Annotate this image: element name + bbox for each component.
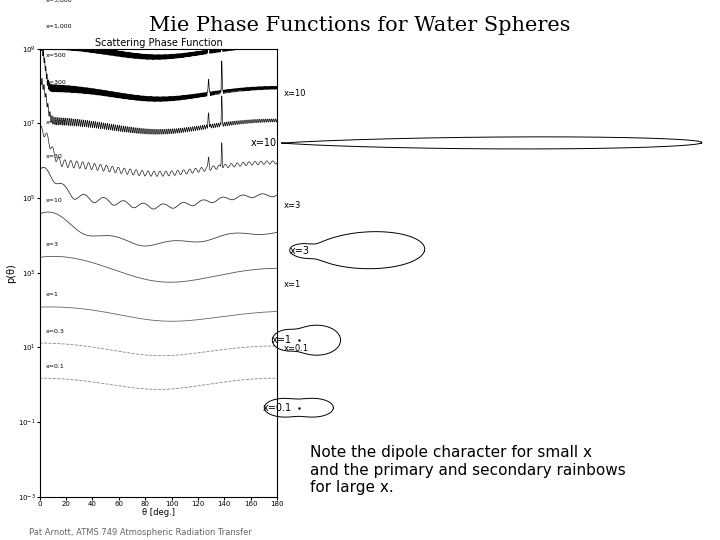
Text: x=3: x=3	[45, 242, 58, 247]
Text: Mie Phase Functions for Water Spheres: Mie Phase Functions for Water Spheres	[149, 16, 571, 35]
Text: x=100: x=100	[45, 120, 66, 125]
Text: x=30: x=30	[45, 153, 63, 159]
Text: x=10: x=10	[284, 89, 306, 98]
Text: Note the dipole character for small x
and the primary and secondary rainbows
for: Note the dipole character for small x an…	[310, 446, 626, 495]
Text: x=10: x=10	[251, 138, 277, 148]
Text: x=1: x=1	[284, 280, 301, 289]
X-axis label: θ [deg.]: θ [deg.]	[142, 508, 175, 517]
Text: x=0.1: x=0.1	[284, 343, 309, 353]
Text: x=3: x=3	[284, 201, 301, 210]
Text: x=300: x=300	[45, 80, 66, 85]
Text: x=0.3: x=0.3	[45, 328, 64, 334]
Text: x=0.1: x=0.1	[45, 363, 64, 369]
Text: x=0.1: x=0.1	[263, 403, 292, 413]
Text: x=1: x=1	[271, 335, 292, 345]
Y-axis label: p(θ): p(θ)	[6, 263, 17, 282]
Text: x=3,000: x=3,000	[45, 0, 72, 3]
Text: x=500: x=500	[45, 53, 66, 58]
Text: x=3: x=3	[289, 246, 310, 256]
Text: x=1: x=1	[45, 293, 58, 298]
Title: Scattering Phase Function: Scattering Phase Function	[94, 38, 222, 48]
Text: x=1,000: x=1,000	[45, 24, 72, 29]
Text: x=10: x=10	[45, 198, 63, 202]
Text: Pat Arnott, ATMS 749 Atmospheric Radiation Transfer: Pat Arnott, ATMS 749 Atmospheric Radiati…	[29, 528, 252, 537]
